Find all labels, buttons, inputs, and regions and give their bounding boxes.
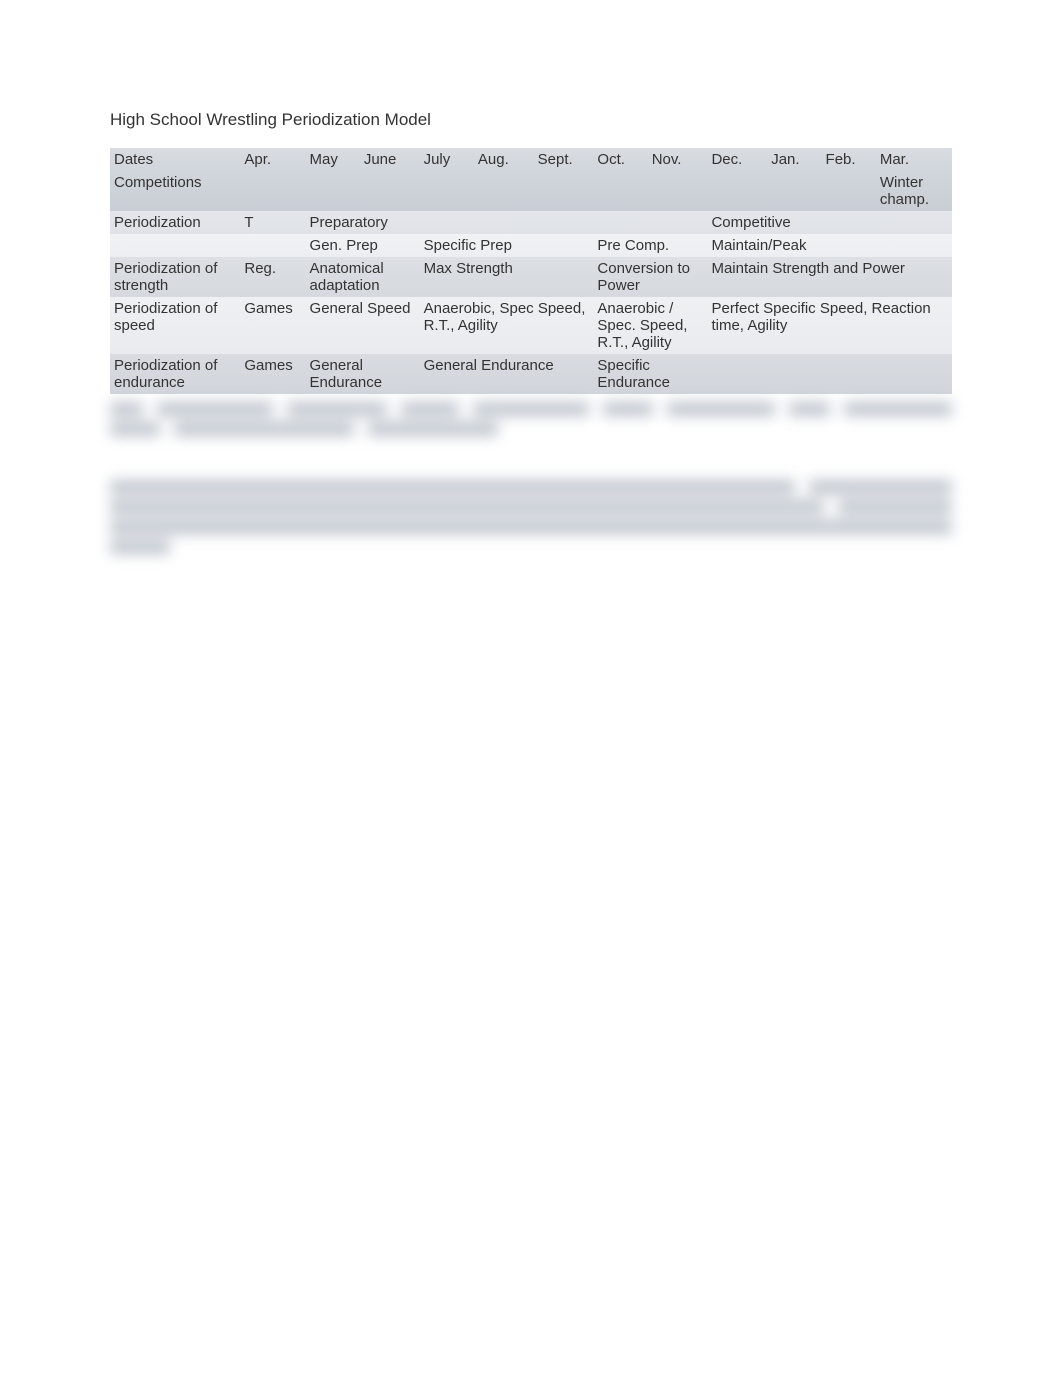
table-cell: Perfect Specific Speed, Reaction time, A… bbox=[707, 297, 952, 354]
table-row: PeriodizationTPreparatory Competitive bbox=[110, 211, 952, 234]
table-cell: General Speed bbox=[306, 297, 420, 354]
table-cell: July bbox=[420, 148, 474, 171]
obscured-content bbox=[110, 402, 952, 554]
table-row: Periodization of speedGamesGeneral Speed… bbox=[110, 297, 952, 354]
table-cell bbox=[648, 171, 708, 211]
table-cell bbox=[534, 171, 594, 211]
table-cell: May bbox=[306, 148, 360, 171]
periodization-table: DatesApr.MayJuneJulyAug.Sept.Oct.Nov.Dec… bbox=[110, 148, 952, 394]
table-row: Periodization of enduranceGamesGeneral E… bbox=[110, 354, 952, 394]
table-cell: Anatomical adaptation bbox=[306, 257, 420, 297]
row-label: Competitions bbox=[110, 171, 240, 211]
table-cell: June bbox=[360, 148, 420, 171]
table-cell: Competitive bbox=[707, 211, 952, 234]
table-cell: Pre Comp. bbox=[593, 234, 707, 257]
table-cell: Apr. bbox=[240, 148, 305, 171]
table-cell: Maintain Strength and Power bbox=[707, 257, 952, 297]
table-cell bbox=[240, 171, 305, 211]
page-title: High School Wrestling Periodization Mode… bbox=[110, 110, 952, 130]
row-label: Periodization of strength bbox=[110, 257, 240, 297]
table-cell: Nov. bbox=[648, 148, 708, 171]
table-cell: Sept. bbox=[534, 148, 594, 171]
table-cell bbox=[474, 171, 534, 211]
table-cell bbox=[767, 171, 821, 211]
table-row: Gen. PrepSpecific PrepPre Comp.Maintain/… bbox=[110, 234, 952, 257]
table-row: DatesApr.MayJuneJulyAug.Sept.Oct.Nov.Dec… bbox=[110, 148, 952, 171]
table-cell bbox=[306, 171, 360, 211]
table-cell: Conversion to Power bbox=[593, 257, 707, 297]
table-cell bbox=[707, 171, 767, 211]
table-cell: T bbox=[240, 211, 305, 234]
table-cell: Specific Prep bbox=[420, 234, 594, 257]
table-cell: Aug. bbox=[474, 148, 534, 171]
table-cell: General Endurance bbox=[420, 354, 594, 394]
table-cell: Specific Endurance bbox=[593, 354, 707, 394]
row-label bbox=[110, 234, 240, 257]
periodization-table-wrap: DatesApr.MayJuneJulyAug.Sept.Oct.Nov.Dec… bbox=[110, 148, 952, 394]
table-cell: Dec. bbox=[707, 148, 767, 171]
table-cell: General Endurance bbox=[306, 354, 420, 394]
table-row: Periodization of strengthReg.Anatomical … bbox=[110, 257, 952, 297]
table-cell: Anaerobic, Spec Speed, R.T., Agility bbox=[420, 297, 594, 354]
row-label: Periodization of speed bbox=[110, 297, 240, 354]
row-label: Dates bbox=[110, 148, 240, 171]
table-cell: Reg. bbox=[240, 257, 305, 297]
row-label: Periodization of endurance bbox=[110, 354, 240, 394]
table-cell: Anaerobic / Spec. Speed, R.T., Agility bbox=[593, 297, 707, 354]
row-label: Periodization bbox=[110, 211, 240, 234]
table-cell bbox=[593, 171, 647, 211]
table-cell bbox=[707, 354, 952, 394]
table-cell bbox=[360, 171, 420, 211]
table-cell bbox=[420, 171, 474, 211]
table-cell: Games bbox=[240, 354, 305, 394]
table-cell: Oct. bbox=[593, 148, 647, 171]
table-cell: Max Strength bbox=[420, 257, 594, 297]
table-cell: Preparatory bbox=[306, 211, 534, 234]
table-cell bbox=[240, 234, 305, 257]
table-cell: Feb. bbox=[822, 148, 876, 171]
table-cell: Winter champ. bbox=[876, 171, 952, 211]
table-cell: Games bbox=[240, 297, 305, 354]
table-cell bbox=[822, 171, 876, 211]
table-cell: Jan. bbox=[767, 148, 821, 171]
table-cell: Mar. bbox=[876, 148, 952, 171]
table-cell bbox=[534, 211, 708, 234]
table-row: Competitions Winter champ. bbox=[110, 171, 952, 211]
table-cell: Gen. Prep bbox=[306, 234, 420, 257]
table-cell: Maintain/Peak bbox=[707, 234, 952, 257]
